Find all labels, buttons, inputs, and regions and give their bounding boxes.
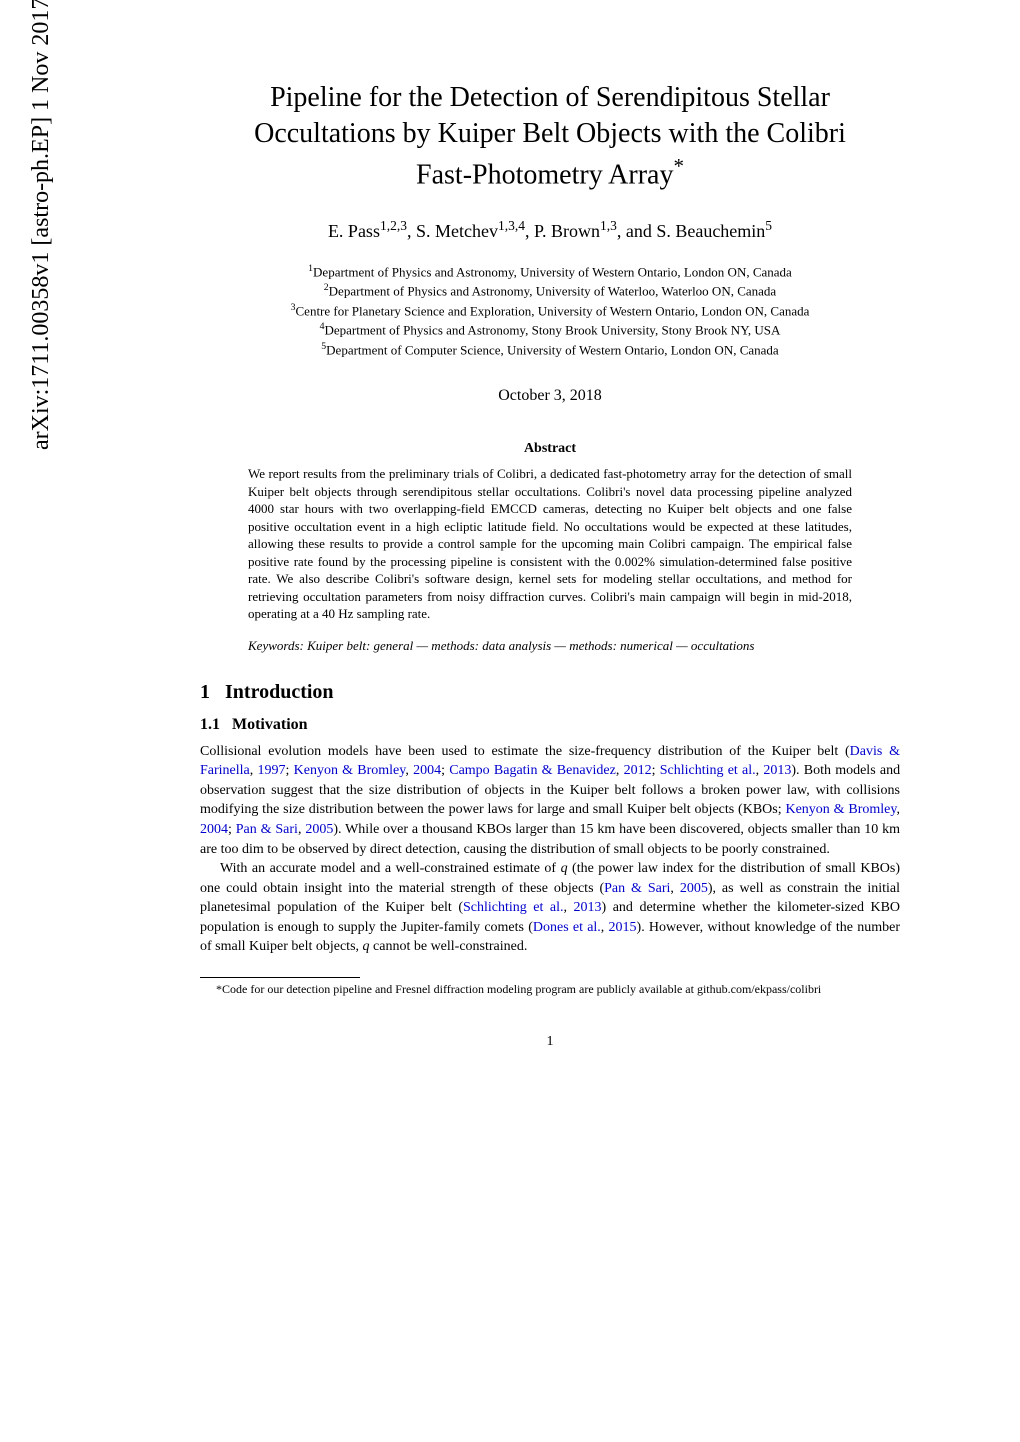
affiliation-4: 4Department of Physics and Astronomy, St…: [200, 320, 900, 340]
subsection-number: 1.1: [200, 716, 220, 733]
page-number: 1: [200, 1034, 900, 1050]
section-title: Introduction: [225, 681, 334, 703]
body-paragraph-1: Collisional evolution models have been u…: [200, 742, 900, 860]
affiliation-3: 3Centre for Planetary Science and Explor…: [200, 301, 900, 321]
keywords: Keywords: Kuiper belt: general — methods…: [248, 637, 852, 655]
subsection-title: Motivation: [232, 716, 308, 733]
section-1-heading: 1 Introduction: [200, 681, 900, 704]
affiliation-1: 1Department of Physics and Astronomy, Un…: [200, 262, 900, 282]
affiliation-list: 1Department of Physics and Astronomy, Un…: [200, 262, 900, 360]
affiliation-2: 2Department of Physics and Astronomy, Un…: [200, 281, 900, 301]
affiliation-5: 5Department of Computer Science, Univers…: [200, 340, 900, 360]
abstract-heading: Abstract: [200, 441, 900, 457]
paper-title: Pipeline for the Detection of Serendipit…: [200, 80, 900, 194]
subsection-1-1-heading: 1.1 Motivation: [200, 716, 900, 734]
abstract-body: We report results from the preliminary t…: [248, 465, 852, 623]
footnote-divider: [200, 977, 360, 978]
title-line-1: Pipeline for the Detection of Serendipit…: [270, 82, 830, 113]
title-footnote-marker: *: [673, 154, 684, 178]
publication-date: October 3, 2018: [200, 387, 900, 405]
body-paragraph-2: With an accurate model and a well-constr…: [200, 859, 900, 957]
section-number: 1: [200, 681, 210, 703]
title-line-3: Fast-Photometry Array: [416, 159, 673, 190]
author-list: E. Pass1,2,3, S. Metchev1,3,4, P. Brown1…: [200, 218, 900, 242]
footnote-text: *Code for our detection pipeline and Fre…: [200, 982, 900, 998]
page-content: Pipeline for the Detection of Serendipit…: [0, 0, 1020, 1110]
title-line-2: Occultations by Kuiper Belt Objects with…: [254, 118, 846, 149]
